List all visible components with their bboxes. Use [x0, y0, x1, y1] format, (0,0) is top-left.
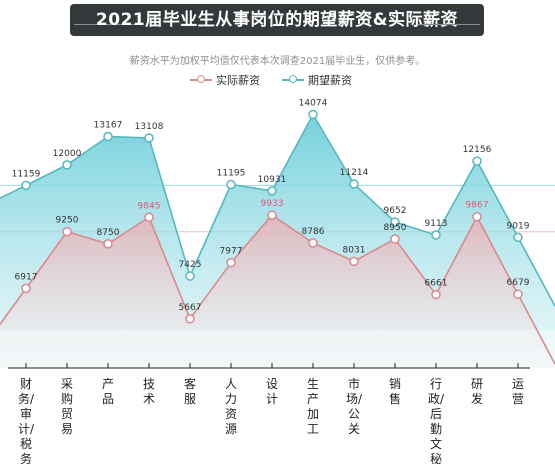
data-label-expected-12: 9019	[507, 221, 530, 231]
data-label-actual-1: 9250	[56, 216, 79, 226]
point-expected-8	[349, 179, 359, 189]
data-label-expected-10: 9113	[425, 219, 448, 229]
chart-title: 2021届毕业生从事岗位的期望薪资&实际薪资	[95, 10, 459, 30]
point-expected-12	[513, 232, 523, 243]
point-actual-1	[62, 226, 72, 237]
data-label-expected-0: 11159	[12, 169, 41, 179]
point-actual-12	[513, 289, 523, 299]
point-actual-3	[144, 212, 154, 223]
point-actual-7	[308, 238, 318, 248]
data-label-actual-5: 7977	[220, 247, 243, 257]
point-expected-3	[144, 133, 154, 143]
x-tick-label-10: 行政/后勤文秘	[428, 377, 445, 466]
point-actual-4	[185, 314, 195, 324]
point-expected-11	[472, 156, 482, 166]
x-tick-label-11: 研发	[470, 377, 483, 406]
legend: 实际薪资 期望薪资	[0, 72, 555, 92]
point-expected-7	[308, 109, 318, 120]
data-label-actual-10: 6661	[425, 279, 448, 289]
point-expected-10	[431, 230, 441, 240]
point-expected-1	[62, 160, 72, 170]
legend-swatch-actual	[190, 75, 212, 83]
x-tick-label-0: 财务/审计/税务	[18, 377, 35, 466]
x-tick-label-5: 人力资源	[224, 377, 237, 436]
point-actual-10	[431, 289, 441, 300]
point-actual-0	[21, 283, 31, 294]
point-actual-8	[349, 256, 359, 267]
data-label-expected-2: 13167	[94, 121, 123, 131]
x-tick-label-3: 技术	[142, 377, 155, 406]
data-label-expected-4: 7425	[179, 260, 202, 270]
data-label-expected-1: 12000	[53, 149, 82, 159]
legend-item-expected: 期望薪资	[282, 72, 352, 88]
data-label-expected-6: 10931	[258, 175, 287, 185]
point-actual-11	[472, 211, 482, 222]
data-label-actual-0: 6917	[15, 272, 38, 282]
x-tick-label-2: 产品	[101, 377, 114, 406]
x-tick-label-6: 设计	[265, 377, 278, 406]
x-tick-label-8: 市场/公关	[346, 377, 363, 436]
point-actual-5	[226, 257, 236, 268]
legend-swatch-expected	[282, 75, 304, 83]
data-label-expected-3: 13108	[135, 122, 164, 132]
data-label-actual-9: 8950	[384, 223, 407, 233]
title-ornament-left	[74, 24, 136, 25]
point-expected-5	[226, 179, 236, 190]
point-expected-6	[267, 186, 277, 196]
data-label-expected-11: 12156	[463, 145, 492, 155]
data-label-actual-7: 8786	[302, 227, 325, 237]
data-label-actual-2: 8750	[97, 228, 120, 238]
x-tick-label-1: 采购贸易	[60, 377, 73, 436]
x-tick-label-4: 客服	[183, 377, 196, 406]
data-label-actual-4: 5667	[179, 303, 202, 313]
data-label-actual-11: 9867	[466, 201, 489, 211]
data-label-expected-5: 11195	[217, 168, 246, 178]
legend-label-expected: 期望薪资	[308, 74, 352, 87]
point-expected-4	[185, 271, 195, 281]
data-label-actual-8: 8031	[343, 245, 366, 255]
data-label-expected-9: 9652	[384, 206, 407, 216]
data-label-expected-7: 14074	[299, 99, 328, 109]
data-label-expected-8: 11214	[340, 168, 369, 178]
legend-label-actual: 实际薪资	[216, 74, 260, 87]
data-label-actual-12: 6679	[507, 278, 530, 288]
chart-subtitle: 薪资水平为加权平均值仅代表本次调查2021届毕业生，仅供参考。	[129, 56, 426, 67]
area-wash	[0, 330, 555, 368]
x-tick-label-12: 运营	[511, 377, 524, 406]
point-actual-2	[103, 239, 113, 249]
x-tick-label-9: 销售	[388, 377, 401, 406]
data-label-actual-3: 9845	[138, 201, 161, 211]
point-expected-2	[103, 131, 113, 142]
legend-item-actual: 实际薪资	[190, 72, 260, 88]
point-expected-0	[21, 180, 31, 191]
data-label-actual-6: 9933	[261, 199, 284, 209]
x-tick-label-7: 生产加工	[306, 377, 319, 436]
point-expected-9	[390, 217, 400, 227]
area-actual	[0, 215, 555, 368]
title-bar: 2021届毕业生从事岗位的期望薪资&实际薪资	[70, 4, 484, 36]
point-actual-9	[390, 234, 400, 244]
point-actual-6	[267, 210, 277, 220]
title-ornament-right	[418, 24, 480, 25]
